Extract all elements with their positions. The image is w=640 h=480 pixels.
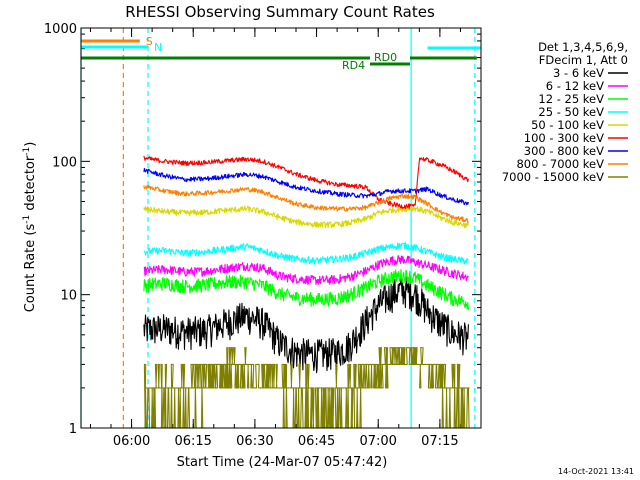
legend-label: 12 - 25 keV <box>538 92 604 106</box>
x-tick-label: 07:00 <box>359 434 396 449</box>
legend-header-line-2: FDecim 1, Att 0 <box>539 53 628 67</box>
series-line <box>143 254 469 286</box>
plot-area: 1 10 100 1000 06:00 06:15 06:30 06:45 07:00 07:15… <box>44 22 482 449</box>
series-line <box>143 155 469 210</box>
y-tick-label: 100 <box>52 155 77 170</box>
series-line <box>143 167 469 206</box>
mode-label-s: S <box>146 35 153 48</box>
series-line <box>143 268 469 310</box>
render-timestamp: 14-Oct-2021 13:41 <box>558 467 634 476</box>
legend-label: 100 - 300 keV <box>524 131 604 145</box>
series-line <box>143 184 469 224</box>
legend-label: 300 - 800 keV <box>524 144 604 158</box>
mode-label-rd0: RD0 <box>374 51 397 64</box>
legend-header-line-1: Det 1,3,4,5,6,9, <box>538 40 628 54</box>
x-tick-label: 06:45 <box>298 434 335 449</box>
x-tick-label: 07:15 <box>421 434 458 449</box>
mode-label-rd4: RD4 <box>342 59 365 72</box>
x-axis-label: Start Time (24-Mar-07 05:47:42) <box>177 455 388 470</box>
chart-title: RHESSI Observing Summary Count Rates <box>125 3 435 21</box>
legend-label: 7000 - 15000 keV <box>502 170 604 184</box>
x-tick-label: 06:15 <box>174 434 211 449</box>
legend-label: 6 - 12 keV <box>546 79 604 93</box>
y-axis-label-prefix: Count Rate (s <box>23 224 38 313</box>
y-axis-label-suffix: ) <box>23 142 38 147</box>
y-axis-label-exponent: -1 <box>22 215 32 224</box>
y-tick-label: 1 <box>69 422 77 437</box>
series-line <box>143 347 470 429</box>
x-tick-label: 06:30 <box>236 434 273 449</box>
legend-label: 25 - 50 keV <box>538 105 604 119</box>
legend-label: 50 - 100 keV <box>531 118 604 132</box>
series-line <box>143 205 469 229</box>
y-axis-label-mid: detector <box>23 155 38 215</box>
series-line <box>143 276 469 374</box>
mode-label-n: N <box>154 41 162 54</box>
x-tick-label: 06:00 <box>113 434 150 449</box>
y-axis-label: Count Rate (s-1 detector-1) <box>22 142 38 313</box>
y-tick-label: 1000 <box>44 22 77 37</box>
legend-label: 800 - 7000 keV <box>516 157 604 171</box>
y-axis-label-exponent-2: -1 <box>22 147 32 156</box>
legend: Det 1,3,4,5,6,9, FDecim 1, Att 0 3 - 6 k… <box>502 40 628 184</box>
legend-label: 3 - 6 keV <box>553 66 604 80</box>
y-tick-label: 10 <box>60 289 77 304</box>
series-line <box>143 241 469 265</box>
plot-frame <box>80 27 482 429</box>
